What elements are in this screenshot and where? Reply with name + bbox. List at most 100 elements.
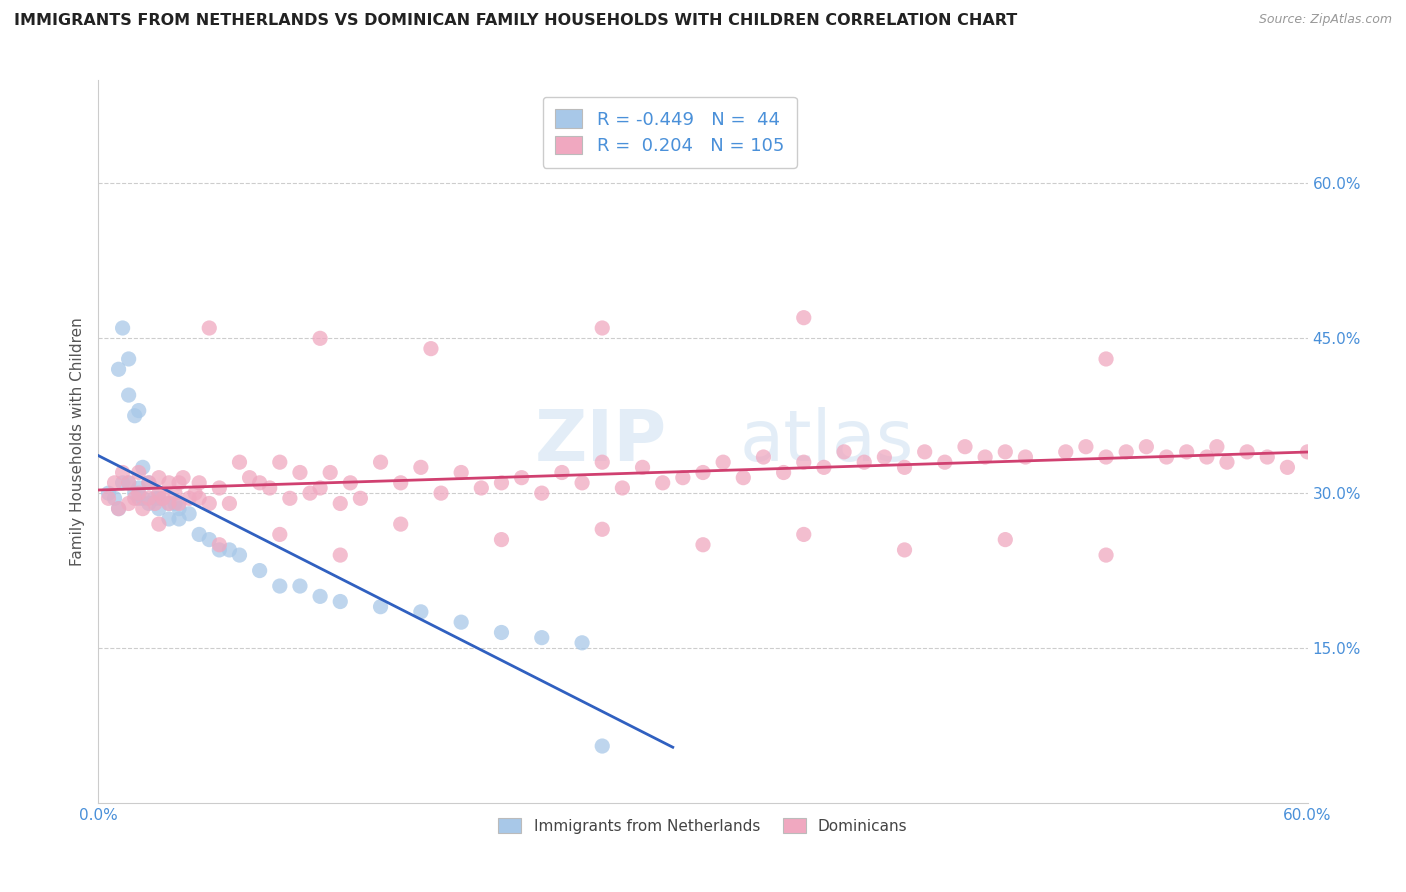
Point (339, 475, 361, 490)
Point (152, 491, 174, 506)
Point (319, 466, 342, 480)
Text: ZIP: ZIP (534, 407, 666, 476)
Point (672, 470, 695, 484)
Point (389, 517, 412, 532)
Point (974, 450, 997, 464)
Point (148, 517, 170, 532)
Point (138, 496, 160, 510)
Point (132, 501, 155, 516)
Point (132, 491, 155, 506)
Point (853, 455, 876, 469)
Point (138, 491, 160, 506)
Point (1115, 445, 1137, 459)
Point (288, 466, 311, 480)
Point (118, 496, 141, 510)
Point (148, 470, 170, 484)
Point (111, 475, 134, 490)
Point (893, 542, 915, 557)
Point (1095, 548, 1118, 562)
Point (450, 466, 472, 480)
Point (157, 496, 180, 510)
Point (591, 522, 613, 536)
Point (148, 491, 170, 506)
Point (1156, 450, 1178, 464)
Point (179, 507, 201, 521)
Text: atlas: atlas (740, 407, 914, 476)
Point (188, 491, 211, 506)
Point (163, 496, 186, 510)
Point (124, 491, 146, 506)
Point (692, 538, 714, 552)
Point (1014, 450, 1036, 464)
Point (450, 615, 472, 630)
Point (239, 470, 262, 484)
Point (530, 631, 553, 645)
Point (1296, 445, 1319, 459)
Point (711, 455, 734, 469)
Point (1206, 440, 1229, 454)
Point (571, 636, 593, 650)
Point (793, 455, 815, 469)
Point (188, 527, 211, 541)
Point (591, 321, 613, 335)
Point (651, 475, 673, 490)
Point (832, 445, 855, 459)
Point (143, 491, 166, 506)
Point (97, 486, 120, 500)
Point (198, 533, 221, 547)
Point (1135, 440, 1157, 454)
Point (591, 739, 613, 753)
Point (430, 486, 453, 500)
Point (309, 590, 332, 604)
Point (118, 475, 141, 490)
Point (269, 455, 291, 469)
Point (491, 625, 513, 640)
Point (772, 466, 794, 480)
Point (111, 321, 134, 335)
Point (1195, 450, 1218, 464)
Point (148, 501, 170, 516)
Point (409, 605, 432, 619)
Point (612, 481, 634, 495)
Point (188, 475, 211, 490)
Point (278, 491, 301, 506)
Point (1256, 450, 1278, 464)
Text: IMMIGRANTS FROM NETHERLANDS VS DOMINICAN FAMILY HOUSEHOLDS WITH CHILDREN CORRELA: IMMIGRANTS FROM NETHERLANDS VS DOMINICAN… (14, 13, 1018, 29)
Point (309, 331, 332, 345)
Point (591, 455, 613, 469)
Point (1277, 460, 1299, 475)
Point (157, 496, 180, 510)
Point (107, 501, 129, 516)
Point (111, 466, 134, 480)
Point (370, 599, 392, 614)
Text: Source: ZipAtlas.com: Source: ZipAtlas.com (1258, 13, 1392, 27)
Point (733, 470, 755, 484)
Point (269, 527, 291, 541)
Point (97, 491, 120, 506)
Point (184, 486, 207, 500)
Point (138, 475, 160, 490)
Point (208, 542, 231, 557)
Point (249, 564, 271, 578)
Point (118, 475, 141, 490)
Point (128, 403, 150, 417)
Point (370, 455, 392, 469)
Point (124, 486, 146, 500)
Point (198, 496, 221, 510)
Point (329, 496, 352, 510)
Point (631, 460, 654, 475)
Point (157, 475, 180, 490)
Point (143, 496, 166, 510)
Point (793, 310, 815, 325)
Point (299, 486, 322, 500)
Point (491, 533, 513, 547)
Point (128, 466, 150, 480)
Y-axis label: Family Households with Children: Family Households with Children (69, 318, 84, 566)
Point (551, 466, 574, 480)
Point (491, 475, 513, 490)
Point (107, 501, 129, 516)
Point (107, 362, 129, 376)
Legend: Immigrants from Netherlands, Dominicans: Immigrants from Netherlands, Dominicans (486, 805, 920, 846)
Point (409, 460, 432, 475)
Point (118, 388, 141, 402)
